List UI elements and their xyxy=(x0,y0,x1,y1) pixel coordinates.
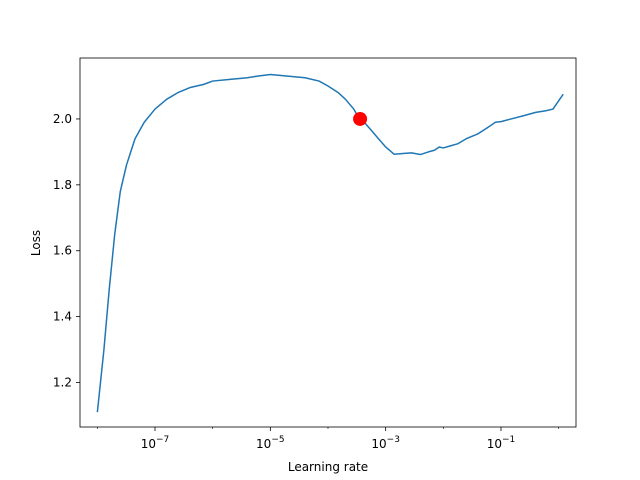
y-tick-label: 1.8 xyxy=(53,178,72,192)
plot-content xyxy=(96,73,564,413)
x-tick-label: 10−5 xyxy=(256,435,285,451)
suggested-lr-marker xyxy=(353,111,368,126)
x-tick-label: 10−3 xyxy=(371,435,400,451)
x-tick-label: 10−7 xyxy=(141,435,170,451)
y-axis-ticks: 1.2 1.4 1.6 1.8 2.0 xyxy=(53,112,80,390)
y-tick-label: 2.0 xyxy=(53,112,72,126)
x-axis-ticks: 10−7 10−5 10−3 10−1 xyxy=(97,427,559,451)
x-axis-label: Learning rate xyxy=(288,460,368,474)
y-tick-label: 1.2 xyxy=(53,376,72,390)
y-tick-label: 1.6 xyxy=(53,244,72,258)
x-tick-label: 10−1 xyxy=(487,435,516,451)
y-axis-label: Loss xyxy=(29,230,43,256)
y-tick-label: 1.4 xyxy=(53,310,72,324)
